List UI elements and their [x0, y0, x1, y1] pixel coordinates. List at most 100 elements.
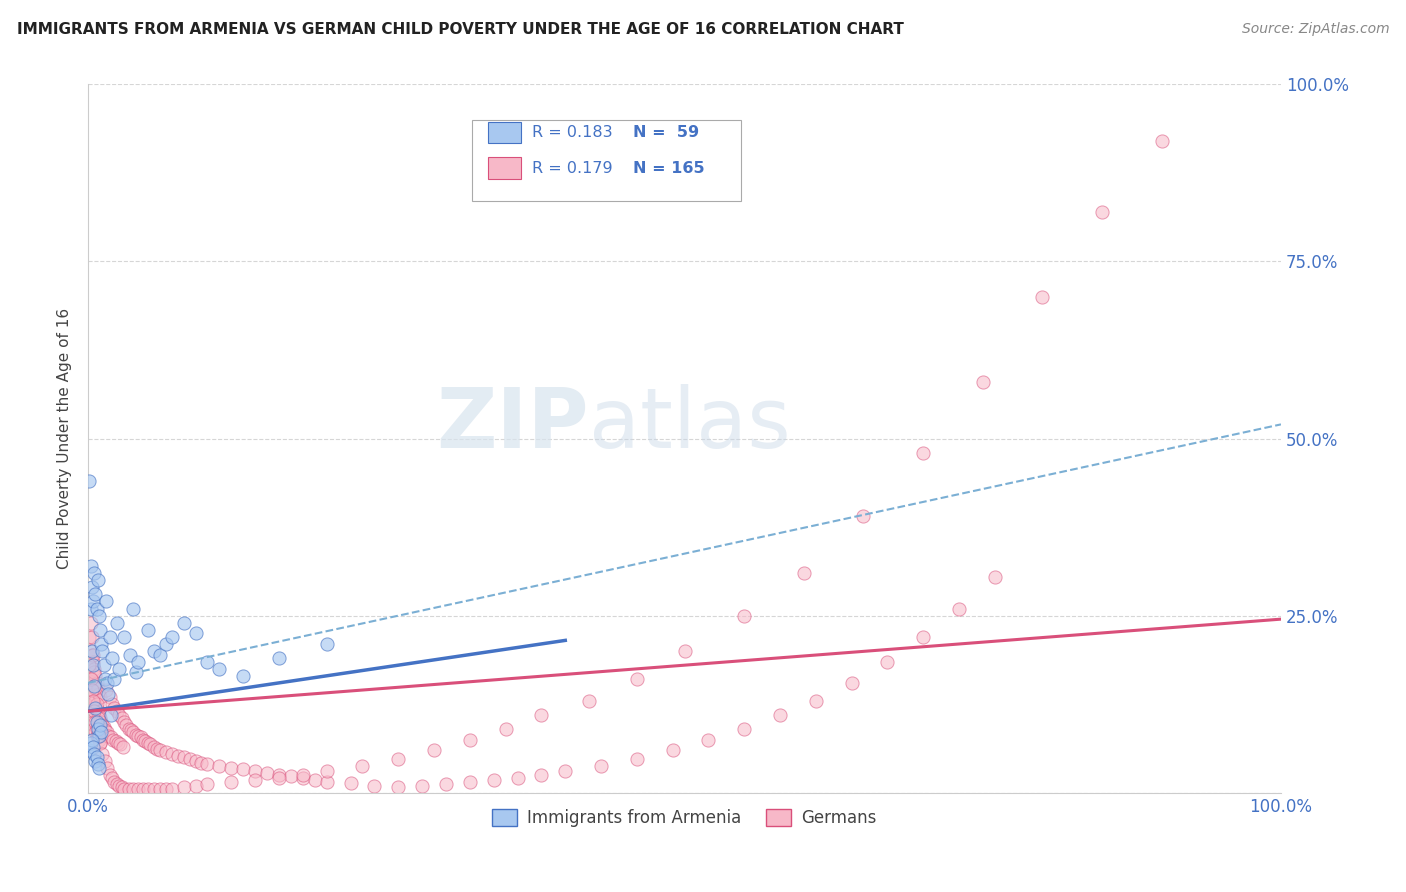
Point: [876, 655, 898, 669]
Point: [86, 750, 108, 764]
Point: [101, 772, 124, 786]
Point: [87, 686, 110, 700]
Point: [94, 594, 117, 608]
Point: [155, 637, 177, 651]
Point: [94, 683, 117, 698]
Point: [90, 725, 112, 739]
Point: [80, 732, 103, 747]
Point: [149, 648, 172, 662]
Point: [98, 768, 121, 782]
Point: [87, 761, 110, 775]
Point: [79, 630, 101, 644]
Point: [90, 637, 112, 651]
Point: [84, 700, 107, 714]
Point: [79, 673, 101, 687]
Point: [208, 662, 231, 676]
Text: Source: ZipAtlas.com: Source: ZipAtlas.com: [1241, 22, 1389, 37]
Point: [91, 747, 114, 761]
Point: [112, 714, 135, 729]
Point: [93, 721, 115, 735]
Point: [1150, 134, 1173, 148]
Point: [86, 714, 108, 729]
Point: [82, 655, 104, 669]
Point: [86, 722, 108, 736]
Point: [87, 732, 110, 747]
Point: [89, 718, 111, 732]
Point: [243, 772, 266, 787]
Point: [79, 644, 101, 658]
Point: [83, 704, 105, 718]
Point: [115, 718, 138, 732]
Point: [733, 722, 755, 736]
Point: [139, 738, 162, 752]
Point: [122, 725, 145, 739]
Point: [82, 594, 104, 608]
Point: [173, 615, 195, 630]
Point: [84, 754, 107, 768]
Point: [626, 673, 648, 687]
Point: [79, 559, 101, 574]
Point: [221, 761, 243, 775]
Point: [190, 756, 212, 770]
Text: R = 0.179: R = 0.179: [531, 161, 613, 176]
Point: [972, 375, 994, 389]
Point: [80, 676, 103, 690]
Point: [458, 732, 481, 747]
Point: [112, 630, 135, 644]
Point: [291, 768, 314, 782]
Point: [84, 693, 107, 707]
Point: [132, 732, 155, 747]
Point: [101, 697, 124, 711]
Point: [160, 747, 183, 761]
Text: ZIP: ZIP: [437, 384, 589, 465]
Point: [80, 644, 103, 658]
Point: [89, 736, 111, 750]
Point: [673, 644, 696, 658]
Point: [84, 714, 107, 729]
Point: [458, 775, 481, 789]
FancyBboxPatch shape: [488, 157, 522, 178]
Point: [136, 623, 159, 637]
Point: [107, 736, 129, 750]
Point: [578, 693, 600, 707]
Point: [733, 608, 755, 623]
Point: [166, 748, 188, 763]
Point: [142, 739, 165, 754]
Point: [208, 758, 231, 772]
Point: [184, 626, 207, 640]
Point: [434, 777, 457, 791]
Point: [82, 648, 104, 662]
FancyBboxPatch shape: [472, 120, 741, 202]
Point: [86, 731, 108, 745]
Point: [132, 782, 155, 797]
Point: [86, 697, 108, 711]
Point: [97, 729, 120, 743]
Point: [89, 711, 111, 725]
Point: [79, 601, 101, 615]
Point: [315, 764, 337, 779]
Point: [96, 761, 118, 775]
Point: [122, 782, 145, 797]
Point: [82, 658, 104, 673]
Point: [79, 700, 101, 714]
Point: [697, 732, 720, 747]
Point: [103, 732, 125, 747]
Point: [86, 704, 108, 718]
Point: [291, 772, 314, 786]
Point: [87, 723, 110, 738]
Point: [84, 725, 107, 739]
Point: [125, 665, 148, 680]
Point: [267, 768, 290, 782]
Point: [423, 743, 446, 757]
Point: [86, 700, 108, 714]
Point: [79, 615, 101, 630]
Point: [184, 779, 207, 793]
Point: [243, 764, 266, 779]
Point: [87, 707, 110, 722]
Point: [79, 743, 101, 757]
Point: [79, 474, 101, 488]
Point: [912, 630, 935, 644]
Point: [86, 711, 108, 725]
Point: [118, 782, 141, 797]
Point: [80, 580, 103, 594]
